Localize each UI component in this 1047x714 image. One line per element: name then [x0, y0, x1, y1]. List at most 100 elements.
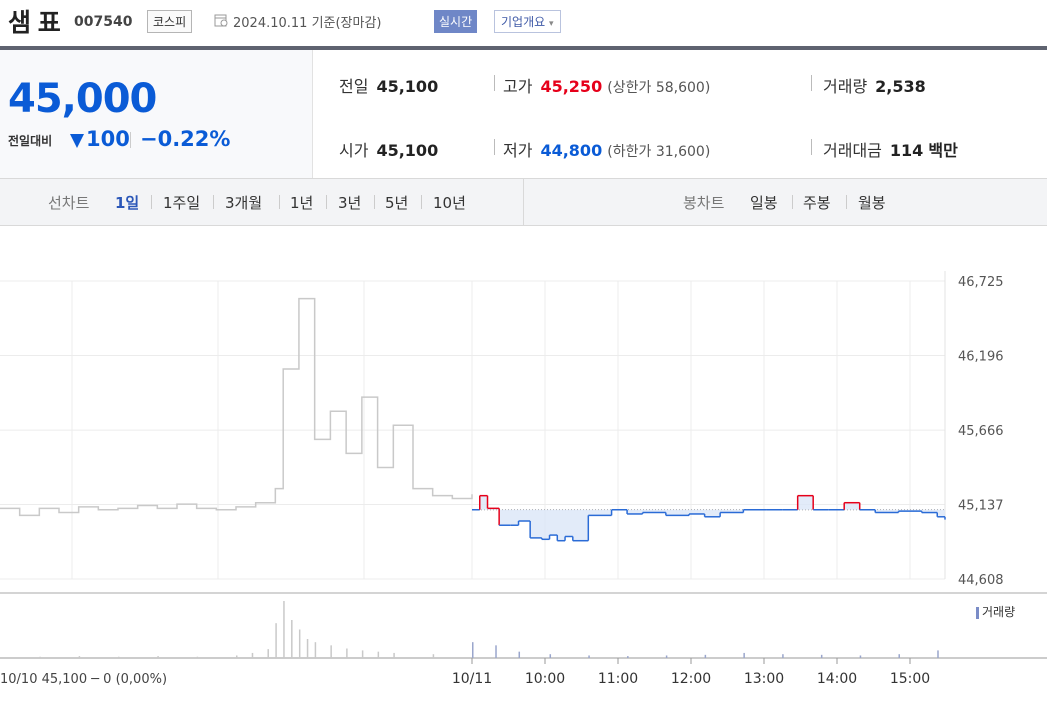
volume-bar-prev	[393, 652, 395, 658]
volume-bar-today	[665, 655, 668, 658]
volume-bar-prev	[157, 656, 159, 658]
stock-code: 007540	[74, 14, 133, 30]
volume-bar-today	[820, 654, 823, 658]
tab-5y[interactable]: 5년	[385, 194, 409, 212]
price-stats: 전일 45,100 고가 45,250 (상한가 58,600) 거래량 2,538 …	[313, 50, 1047, 178]
company-overview-dropdown[interactable]: 기업개요 ▾	[494, 10, 561, 33]
volume-bar-prev	[267, 649, 269, 658]
volume-bar-prev	[291, 620, 293, 658]
x-tick-label: 12:00	[671, 671, 711, 687]
volume-bar-today	[898, 654, 900, 658]
volume-bar-prev	[298, 629, 301, 658]
tab-3m[interactable]: 3개월	[225, 194, 263, 212]
current-price: 45,000	[8, 76, 157, 122]
volume-bar-today	[588, 655, 590, 658]
volume-bar-prev	[275, 623, 277, 658]
volume-legend-label: 거래량	[982, 605, 1016, 619]
y-tick-label: 44,608	[958, 573, 1004, 588]
tab-monthly-candle[interactable]: 월봉	[858, 194, 886, 212]
volume-bar-prev	[361, 650, 364, 658]
tab-divider	[523, 179, 524, 225]
tab-1y[interactable]: 1년	[290, 194, 314, 212]
chart-tabs: 선차트 1일 1주일 3개월 1년 3년 5년 10년 봉차트 일봉 주봉 월봉	[0, 178, 1047, 226]
volume-bar-prev	[196, 656, 199, 658]
y-tick-label: 45,666	[958, 424, 1004, 439]
volume-bar-today	[549, 654, 552, 658]
volume-bar-today	[743, 652, 745, 658]
separator	[811, 139, 812, 155]
x-tick-label: 11:00	[598, 671, 638, 687]
volume-bar-prev	[283, 601, 285, 658]
x-tick-label: 15:00	[890, 671, 930, 687]
volume-bar-prev	[251, 652, 254, 658]
volume-bar-today	[937, 650, 939, 658]
tab-weekly-candle[interactable]: 주봉	[803, 194, 831, 212]
x-tick-label: 13:00	[744, 671, 784, 687]
y-tick-label: 45,137	[958, 499, 1004, 514]
chevron-down-icon: ▾	[549, 19, 554, 29]
volume-bar-today	[627, 656, 629, 658]
separator	[494, 75, 495, 91]
tab-daily-candle[interactable]: 일봉	[750, 194, 778, 212]
volume-legend: 거래량	[976, 603, 1015, 620]
separator	[811, 75, 812, 91]
market-badge: 코스피	[147, 10, 193, 33]
x-tick-label: 14:00	[817, 671, 857, 687]
volume-bar-prev	[330, 645, 332, 658]
volume-bar-prev	[39, 656, 41, 658]
stock-name: 샘 표	[8, 8, 61, 37]
realtime-button[interactable]: 실시간	[434, 10, 478, 33]
volume-bar-prev	[314, 642, 317, 658]
x-tick-label: 10:00	[525, 671, 565, 687]
separator	[792, 195, 793, 209]
volume-bar-today	[782, 654, 784, 658]
separator	[213, 195, 214, 209]
volume-bar-today	[859, 655, 862, 658]
volume-bar-today	[472, 642, 474, 658]
tab-10y[interactable]: 10년	[433, 194, 466, 212]
tab-1d[interactable]: 1일	[115, 194, 140, 212]
base-date: 2024.10.11 기준(장마감)	[233, 16, 382, 31]
volume-bar-prev	[78, 656, 81, 658]
y-tick-label: 46,196	[958, 349, 1004, 364]
prev-day-summary: 10/10 45,100 ─ 0 (0,00%)	[0, 672, 167, 687]
separator	[421, 195, 422, 209]
volume-bar-today	[518, 651, 521, 658]
price-change-pct: −0.22%	[140, 127, 231, 151]
separator	[846, 195, 847, 209]
company-overview-label: 기업개요	[501, 15, 546, 29]
tab-3y[interactable]: 3년	[338, 194, 362, 212]
tab-1w[interactable]: 1주일	[163, 194, 201, 212]
line-chart-label: 선차트	[48, 194, 90, 212]
change-label: 전일대비	[8, 134, 53, 148]
stat-prev-close: 전일 45,100	[339, 77, 439, 96]
volume-bar-prev	[306, 639, 309, 658]
volume-bar-today	[495, 645, 497, 658]
volume-bar-prev	[346, 648, 348, 658]
stat-open: 시가 45,100	[339, 141, 439, 160]
stat-amount: 거래대금 114 백만	[823, 141, 958, 160]
header-divider	[0, 46, 1047, 50]
separator	[374, 195, 375, 209]
volume-bar-prev	[377, 651, 380, 658]
x-tick-label: 10/11	[452, 671, 492, 687]
stock-header: 샘 표 007540 코스피 2024.10.11 기준(장마감) 실시간 기업…	[0, 0, 1047, 46]
candle-chart-label: 봉차트	[683, 194, 725, 212]
y-tick-label: 46,725	[958, 275, 1004, 290]
price-box: 45,000 전일대비 100 −0.22%	[0, 50, 313, 178]
stat-volume: 거래량 2,538	[823, 77, 926, 96]
separator	[151, 195, 152, 209]
stat-low: 저가 44,800 (하한가 31,600)	[503, 141, 711, 160]
below-ref-fill	[472, 495, 945, 541]
volume-bar-today	[704, 654, 707, 658]
separator	[130, 132, 131, 148]
separator	[494, 139, 495, 155]
separator	[279, 195, 280, 209]
price-change: 100	[86, 127, 130, 151]
calendar-icon	[214, 14, 228, 27]
prev-day-line	[0, 297, 473, 517]
down-triangle-icon	[70, 134, 84, 148]
intraday-chart: 46,725 46,196 45,666 45,137 44,608 10/11 10:00…	[0, 271, 1047, 687]
stat-high: 고가 45,250 (상한가 58,600)	[503, 77, 711, 96]
volume-bar-prev	[432, 654, 435, 658]
